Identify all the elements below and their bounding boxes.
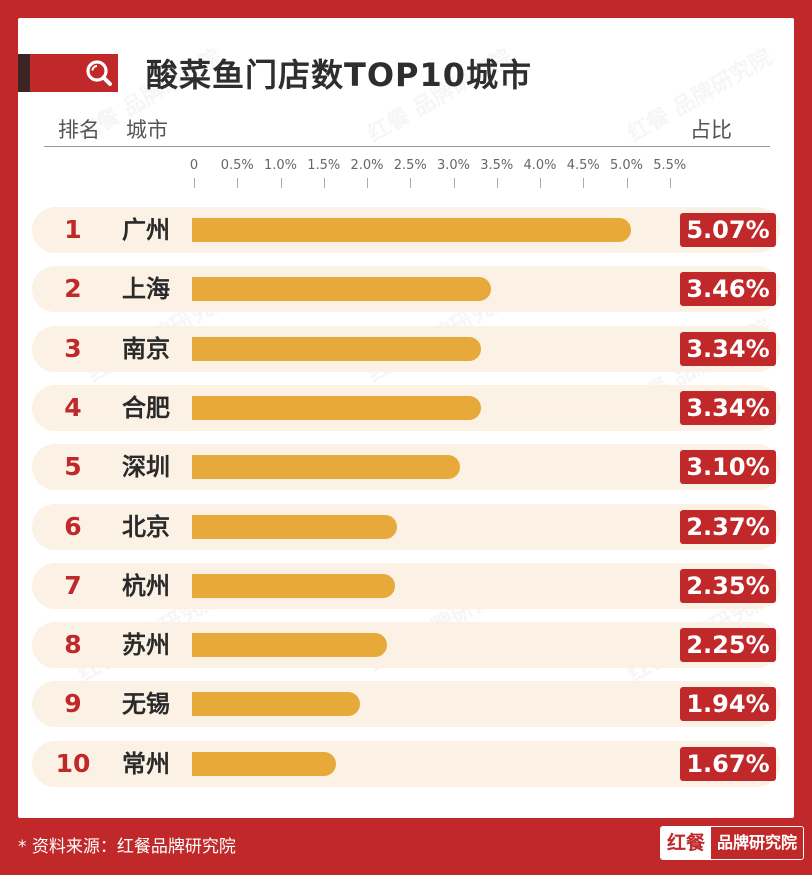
chart-title: 酸菜鱼门店数TOP10城市	[146, 56, 533, 94]
category-label: 苏州	[122, 631, 170, 660]
x-tick-mark	[367, 178, 368, 188]
data-label: 3.10%	[680, 450, 776, 485]
x-tick-label: 3.5%	[480, 158, 514, 173]
x-tick-mark	[194, 178, 195, 188]
category-label: 北京	[122, 512, 170, 541]
x-tick-mark	[669, 178, 671, 188]
bar	[192, 336, 481, 361]
x-axis: 0 0.5% 1.0% 1.5% 2.0% 2.5% 3.0% 3.5% 4.0% 4.5% 5.0…	[18, 158, 794, 198]
x-tick-mark	[410, 178, 412, 188]
x-tick-mark	[280, 178, 282, 188]
category-label: 广州	[122, 216, 170, 244]
header-share: 占比	[690, 118, 732, 142]
x-tick-label: 0	[189, 158, 199, 173]
x-tick-mark	[626, 178, 628, 188]
x-tick-label: 2.5%	[393, 158, 427, 173]
bar-row: 5 深圳 3.10%	[32, 444, 780, 491]
bar	[192, 277, 492, 302]
data-label: 3.46%	[680, 272, 776, 307]
category-label: 合肥	[122, 393, 170, 422]
data-label: 3.34%	[680, 331, 776, 366]
x-tick-label: 0.5%	[220, 158, 254, 173]
bar-row: 2 上海 3.46%	[32, 266, 780, 313]
bar	[192, 395, 481, 420]
data-label: 1.94%	[680, 687, 776, 722]
x-tick-label: 5.5%	[653, 158, 687, 173]
rank-label: 1	[64, 215, 82, 244]
x-tick-label: 5.0%	[609, 158, 644, 173]
bar	[192, 218, 631, 242]
data-label: 2.35%	[680, 568, 776, 603]
rank-label: 8	[64, 630, 82, 660]
category-label: 深圳	[122, 453, 170, 482]
bar-row: 6 北京 2.37%	[32, 503, 780, 550]
title-accent-dark	[18, 54, 30, 92]
bar	[192, 633, 387, 658]
bar	[192, 514, 397, 539]
rank-label: 6	[64, 511, 82, 541]
header-city: 城市	[126, 118, 168, 142]
bar-row: 4 合肥 3.34%	[32, 384, 780, 431]
x-tick-mark	[540, 178, 541, 188]
category-label: 杭州	[122, 571, 170, 600]
bar-row: 7 杭州 2.35%	[32, 562, 780, 609]
bar-row: 8 苏州 2.25%	[32, 622, 780, 669]
header-divider	[44, 146, 770, 147]
bar	[192, 455, 461, 480]
category-label: 南京	[122, 334, 170, 363]
source-note: * 资料来源：红餐品牌研究院	[18, 837, 236, 857]
x-tick-mark	[453, 178, 455, 188]
x-tick-label: 4.0%	[523, 158, 557, 173]
data-label: 2.25%	[680, 628, 776, 663]
category-label: 上海	[122, 275, 170, 304]
x-tick-label: 4.5%	[566, 158, 600, 173]
rank-label: 9	[64, 689, 82, 719]
x-tick-label: 1.5%	[307, 158, 341, 173]
rank-label: 4	[64, 392, 82, 422]
x-tick-label: 1.0%	[263, 158, 298, 173]
data-label: 1.67%	[680, 746, 776, 781]
x-tick-mark	[237, 178, 239, 188]
data-label: 2.37%	[680, 509, 776, 544]
x-tick-mark	[583, 178, 585, 188]
bar-row: 10 常州 1.67%	[32, 740, 780, 787]
bar	[192, 573, 396, 598]
logo-left-text: 红餐	[661, 827, 712, 859]
bar	[192, 751, 337, 776]
logo-right-text: 品牌研究院	[711, 827, 804, 859]
bar-row: 3 南京 3.34%	[32, 325, 780, 372]
rank-label: 2	[64, 274, 82, 304]
x-tick-label: 2.0%	[350, 158, 384, 173]
rank-label: 3	[64, 333, 82, 363]
rank-label: 10	[55, 748, 91, 778]
data-label: 3.34%	[680, 390, 776, 425]
title-accent-bar	[18, 54, 118, 92]
data-label: 5.07%	[680, 213, 776, 247]
category-label: 无锡	[122, 690, 170, 719]
rank-label: 7	[64, 570, 82, 600]
x-tick-mark	[323, 178, 325, 188]
header-rank: 排名	[58, 118, 100, 142]
x-tick-mark	[496, 178, 498, 188]
bar	[192, 692, 360, 717]
bar-row: 9 无锡 1.94%	[32, 681, 780, 728]
search-icon	[80, 54, 118, 92]
brand-logo: 红餐 品牌研究院	[660, 826, 805, 860]
category-label: 常州	[122, 749, 170, 778]
rank-label: 5	[64, 452, 82, 482]
x-tick-label: 3.0%	[436, 158, 471, 173]
bar-row: 1 广州 5.07%	[32, 207, 780, 253]
